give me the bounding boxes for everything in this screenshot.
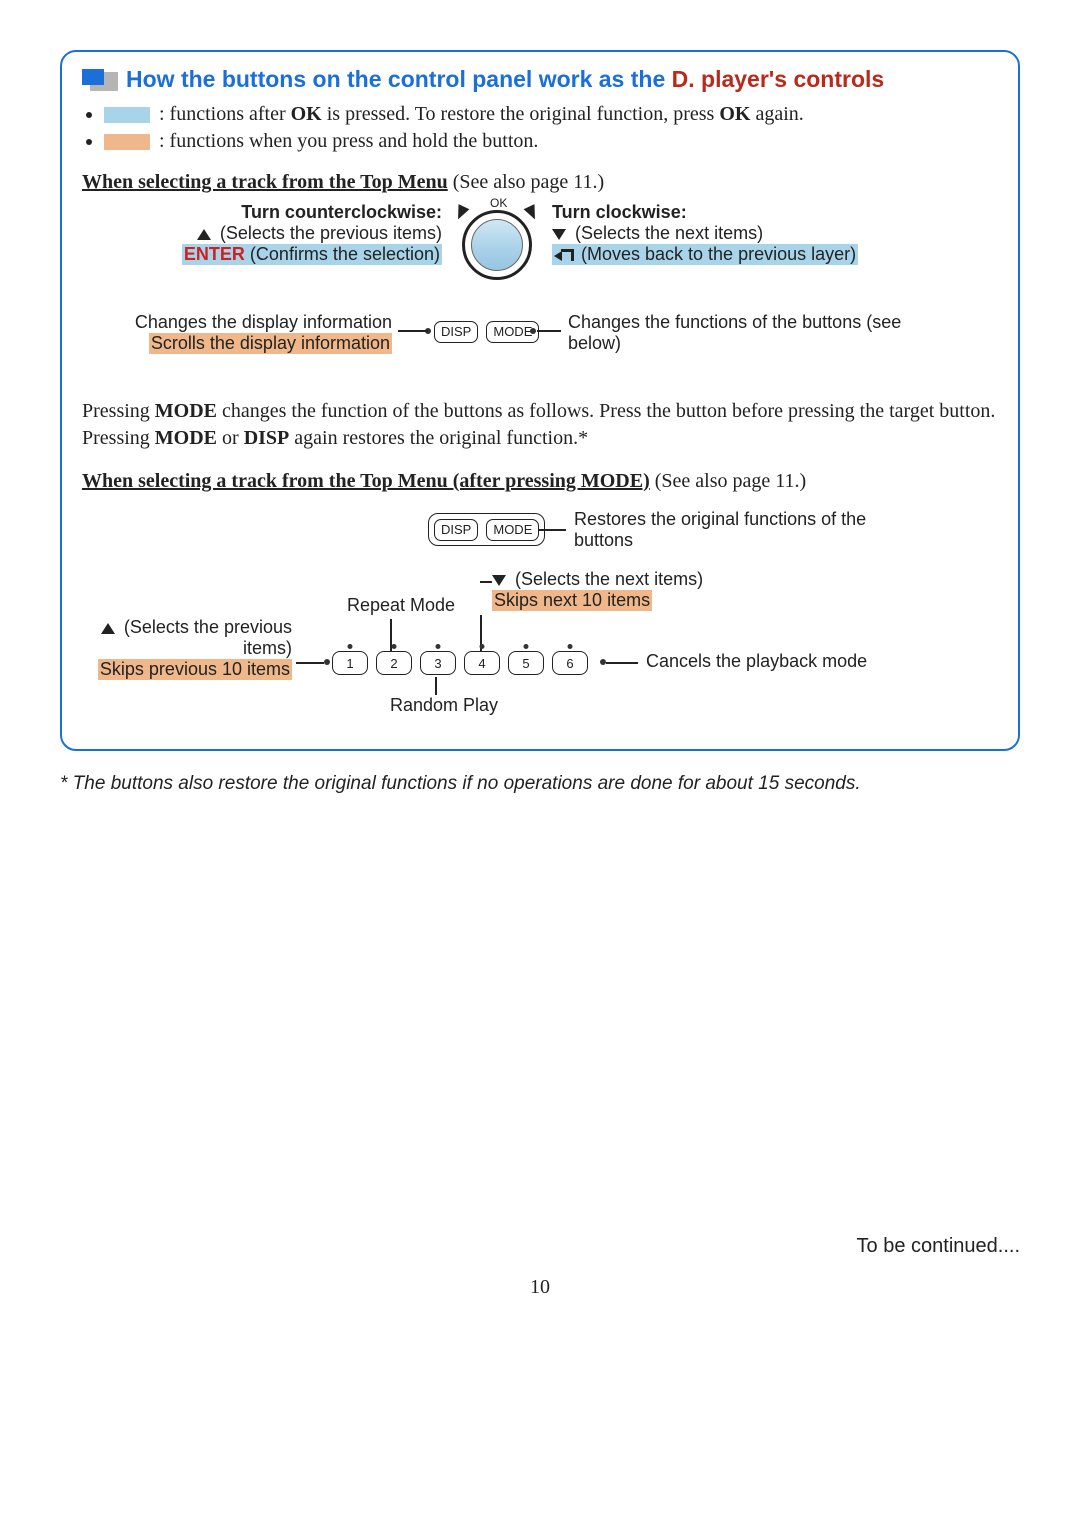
- next-items-block: (Selects the next items) Skips next 10 i…: [492, 569, 703, 611]
- ccw-line1: (Selects the previous items): [122, 223, 442, 244]
- ccw-line2: ENTER (Confirms the selection): [182, 244, 442, 265]
- title-part2: D. player's controls: [672, 66, 885, 92]
- subheading-1: When selecting a track from the Top Menu…: [82, 171, 998, 194]
- prev-items-block: (Selects the previous items) Skips previ…: [72, 617, 292, 680]
- legend-blue: : functions after OK is pressed. To rest…: [104, 103, 998, 126]
- color-legend: : functions after OK is pressed. To rest…: [104, 103, 998, 153]
- blue-swatch-icon: [104, 107, 150, 123]
- section-title: How the buttons on the control panel wor…: [82, 66, 998, 93]
- cw-block: Turn clockwise: (Selects the next items)…: [552, 202, 892, 265]
- subheading-2: When selecting a track from the Top Menu…: [82, 470, 998, 493]
- down-triangle-icon: [552, 229, 566, 240]
- title-part1: How the buttons on the control panel wor…: [126, 66, 672, 92]
- footnote: * The buttons also restore the original …: [60, 773, 1020, 795]
- num-button-2: 2: [376, 651, 412, 675]
- restore-desc: Restores the original functions of the b…: [574, 509, 914, 551]
- num-button-4: 4: [464, 651, 500, 675]
- diagram-top-menu: OK Turn counterclockwise: (Selects the p…: [82, 200, 998, 380]
- connector-line: [538, 529, 566, 531]
- disp-mode-group: DISP MODE: [434, 320, 539, 343]
- connector-line: [480, 581, 492, 583]
- return-icon: [554, 249, 572, 261]
- rotary-dial-icon: [462, 210, 532, 280]
- to-be-continued: To be continued....: [60, 1235, 1020, 1258]
- disp-button: DISP: [434, 519, 478, 541]
- connector-line: [296, 662, 324, 664]
- connector-line: [435, 677, 437, 695]
- section-title-text: How the buttons on the control panel wor…: [126, 66, 884, 93]
- connector-dot-icon: [324, 659, 330, 665]
- cw-arrow-icon: [524, 204, 541, 222]
- random-play-label: Random Play: [390, 695, 498, 716]
- connector-dot-icon: [530, 328, 536, 334]
- orange-swatch-icon: [104, 134, 150, 150]
- repeat-mode-label: Repeat Mode: [347, 595, 455, 616]
- cancel-label: Cancels the playback mode: [646, 651, 867, 672]
- prev-line2: Skips previous 10 items: [98, 659, 292, 680]
- down-triangle-icon: [492, 575, 506, 586]
- num-button-5: 5: [508, 651, 544, 675]
- connector-line: [537, 330, 561, 332]
- num-button-3: 3: [420, 651, 456, 675]
- cw-heading: Turn clockwise:: [552, 202, 892, 223]
- prev-line1: (Selects the previous items): [72, 617, 292, 659]
- mode-paragraph: Pressing MODE changes the function of th…: [82, 398, 998, 452]
- manual-callout-box: How the buttons on the control panel wor…: [60, 50, 1020, 751]
- diagram-after-mode: DISP MODE Restores the original function…: [82, 499, 998, 729]
- num-button-1: 1: [332, 651, 368, 675]
- next-line1: (Selects the next items): [492, 569, 703, 590]
- ok-label: OK: [490, 196, 507, 210]
- mode-button: MODE: [486, 519, 539, 541]
- disp-mode-boxed: DISP MODE: [428, 513, 545, 546]
- ccw-heading: Turn counterclockwise:: [122, 202, 442, 223]
- number-button-row: 1 2 3 4 5 6: [332, 651, 588, 675]
- ccw-block: Turn counterclockwise: (Selects the prev…: [122, 202, 442, 265]
- num-button-6: 6: [552, 651, 588, 675]
- connector-line: [398, 330, 428, 332]
- legend-orange: : functions when you press and hold the …: [104, 130, 998, 153]
- disp-desc: Changes the display information Scrolls …: [92, 312, 392, 354]
- page-number: 10: [60, 1276, 1020, 1299]
- up-triangle-icon: [197, 229, 211, 240]
- next-line2: Skips next 10 items: [492, 590, 652, 611]
- up-triangle-icon: [101, 623, 115, 634]
- section-bullet-icon: [82, 69, 118, 91]
- disp-button: DISP: [434, 321, 478, 343]
- mode-desc: Changes the functions of the buttons (se…: [568, 312, 908, 354]
- legend-orange-text: : functions when you press and hold the …: [159, 130, 538, 152]
- cw-line2: (Moves back to the previous layer): [552, 244, 858, 265]
- connector-line: [606, 662, 638, 664]
- cw-line1: (Selects the next items): [552, 223, 892, 244]
- ccw-arrow-icon: [453, 204, 470, 222]
- legend-blue-text: : functions after OK is pressed. To rest…: [159, 103, 804, 125]
